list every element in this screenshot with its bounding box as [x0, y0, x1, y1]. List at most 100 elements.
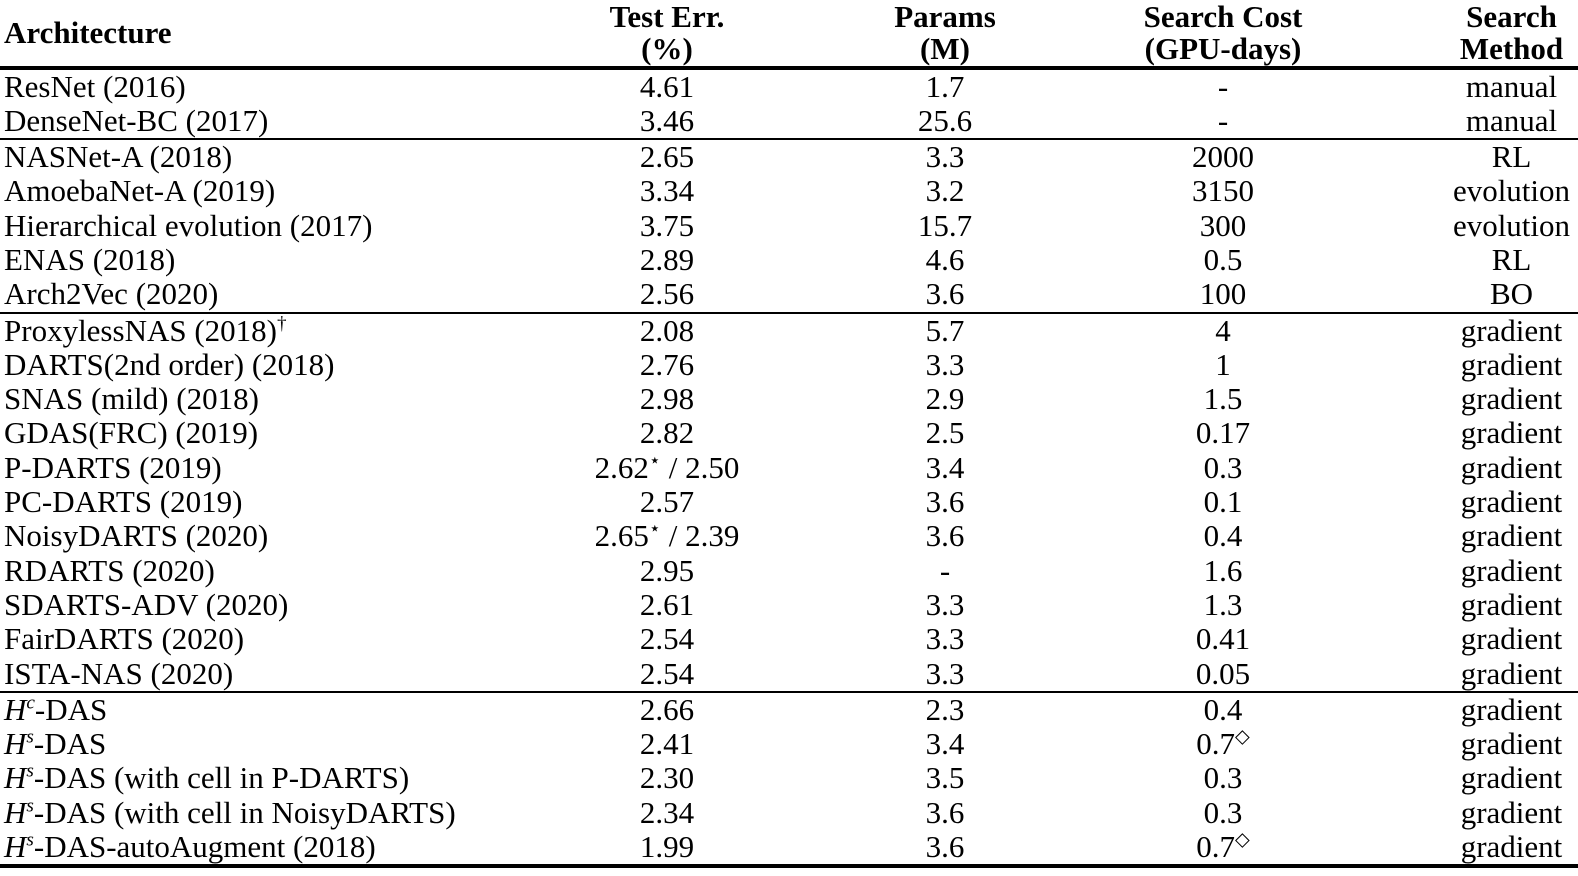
cell-search-method: gradient	[1460, 829, 1563, 865]
cell-search-cost: 0.05	[1195, 655, 1251, 691]
table-row: Hs-DAS-autoAugment (2018) 1.99 3.6 0.7◇ grad…	[0, 829, 1578, 865]
cell-params: 3.6	[925, 276, 965, 312]
header-test-err-label: Test Err.	[609, 0, 725, 34]
header-rule	[0, 66, 1578, 70]
cell-params: 3.3	[925, 621, 965, 657]
cell-search-method: RL	[1491, 139, 1532, 175]
header-architecture-label: Architecture	[4, 15, 172, 50]
cell-search-method: gradient	[1460, 726, 1563, 762]
table-row: DARTS(2nd order) (2018) 2.76 3.3 1 gradient	[0, 346, 1578, 382]
bottom-rule	[0, 864, 1578, 868]
cell-params: 3.6	[925, 518, 965, 554]
table-row: FairDARTS (2020) 2.54 3.3 0.41 gradient	[0, 621, 1578, 657]
cell-search-cost: 3150	[1192, 173, 1254, 209]
cell-params: 3.4	[925, 726, 965, 762]
cell-test-err: 2.56	[639, 276, 695, 312]
table-row: Hierarchical evolution (2017) 3.75 15.7 300…	[0, 207, 1578, 243]
cell-test-err: 2.34	[639, 794, 695, 830]
cell-architecture: Hc-DAS	[4, 691, 108, 727]
cell-test-err: 2.89	[639, 241, 695, 277]
cell-test-err: 2.57	[639, 484, 695, 520]
cell-architecture: NoisyDARTS (2020)	[4, 518, 269, 554]
table-row: SNAS (mild) (2018) 2.98 2.9 1.5 gradient	[0, 381, 1578, 417]
table-row: NASNet-A (2018) 2.65 3.3 2000 RL	[0, 139, 1578, 175]
cell-architecture: SNAS (mild) (2018)	[4, 381, 259, 417]
cell-search-method: BO	[1489, 276, 1534, 312]
cell-params: 5.7	[925, 312, 965, 348]
cell-params: 15.7	[917, 207, 973, 243]
cell-test-err: 2.82	[639, 415, 695, 451]
cell-search-cost: 4	[1215, 312, 1231, 348]
cell-architecture: GDAS(FRC) (2019)	[4, 415, 259, 451]
cell-search-cost: 0.7◇	[1196, 726, 1250, 762]
cell-params: 4.6	[925, 241, 965, 277]
cell-search-method: evolution	[1452, 173, 1571, 209]
table-row: ProxylessNAS (2018)† 2.08 5.7 4 gradient	[0, 312, 1578, 348]
cell-architecture: Hs-DAS (with cell in NoisyDARTS)	[4, 794, 456, 830]
cell-architecture: DenseNet-BC (2017)	[4, 102, 269, 138]
cell-architecture: PC-DARTS (2019)	[4, 484, 243, 520]
cell-search-method: manual	[1465, 68, 1558, 104]
header-params-label: Params	[894, 0, 996, 34]
header-params: Params (M)	[789, 0, 1101, 66]
cell-search-cost: 0.41	[1195, 621, 1251, 657]
cell-search-method: gradient	[1460, 760, 1563, 796]
table-row: Hc-DAS 2.66 2.3 0.4 gradient	[0, 691, 1578, 727]
table-row: Arch2Vec (2020) 2.56 3.6 100 BO	[0, 276, 1578, 312]
table-header: Architecture Test Err. (%) Params (M) Se…	[0, 0, 1578, 66]
cell-search-method: gradient	[1460, 794, 1563, 830]
cell-search-cost: 100	[1199, 276, 1247, 312]
cell-test-err: 1.99	[639, 829, 695, 865]
cell-search-method: gradient	[1460, 621, 1563, 657]
header-search-cost-sub: (GPU-days)	[1144, 31, 1302, 66]
cell-search-cost: 0.3	[1203, 794, 1243, 830]
cell-test-err: 2.76	[639, 346, 695, 382]
header-search-method-sub: Method	[1459, 31, 1564, 66]
cell-search-cost: 1.5	[1203, 381, 1243, 417]
cell-search-method: gradient	[1460, 518, 1563, 554]
table-row: NoisyDARTS (2020) 2.65⋆ / 2.39 3.6 0.4 gradi…	[0, 518, 1578, 554]
group-separator-rule	[0, 690, 1578, 693]
cell-architecture: SDARTS-ADV (2020)	[4, 586, 289, 622]
cell-search-cost: 1.6	[1203, 552, 1243, 588]
cell-search-method: gradient	[1460, 449, 1563, 485]
header-search-method-label: Search	[1466, 0, 1557, 34]
cell-params: 3.6	[925, 794, 965, 830]
cell-architecture: Hs-DAS (with cell in P-DARTS)	[4, 760, 410, 796]
table-row: GDAS(FRC) (2019) 2.82 2.5 0.17 gradient	[0, 415, 1578, 451]
cell-search-method: manual	[1465, 102, 1558, 138]
cell-params: 3.3	[925, 346, 965, 382]
cell-test-err: 3.34	[639, 173, 695, 209]
cell-params: 3.6	[925, 829, 965, 865]
table-row: PC-DARTS (2019) 2.57 3.6 0.1 gradient	[0, 484, 1578, 520]
table-row: Hs-DAS (with cell in NoisyDARTS) 2.34 3.6 0…	[0, 794, 1578, 830]
cell-params: 3.2	[925, 173, 965, 209]
cell-search-cost: 0.1	[1203, 484, 1243, 520]
cell-search-cost: -	[1217, 102, 1229, 138]
table-row: SDARTS-ADV (2020) 2.61 3.3 1.3 gradient	[0, 586, 1578, 622]
group-separator-rule	[0, 311, 1578, 314]
cell-architecture: ProxylessNAS (2018)†	[4, 312, 287, 348]
table-row: ENAS (2018) 2.89 4.6 0.5 RL	[0, 241, 1578, 277]
table-row: P-DARTS (2019) 2.62⋆ / 2.50 3.4 0.3 gradient	[0, 449, 1578, 485]
cell-test-err: 2.41	[639, 726, 695, 762]
cell-test-err: 4.61	[639, 68, 695, 104]
cell-search-method: gradient	[1460, 346, 1563, 382]
table-row: DenseNet-BC (2017) 3.46 25.6 - manual	[0, 102, 1578, 138]
table-row: Hs-DAS 2.41 3.4 0.7◇ gradient	[0, 726, 1578, 762]
cell-search-cost: 0.7◇	[1196, 829, 1250, 865]
header-search-cost: Search Cost (GPU-days)	[1101, 0, 1345, 66]
header-params-sub: (M)	[920, 31, 970, 66]
table-row: Hs-DAS (with cell in P-DARTS) 2.30 3.5 0.3 g…	[0, 760, 1578, 796]
cell-params: 3.4	[925, 449, 965, 485]
cell-test-err: 2.95	[639, 552, 695, 588]
cell-test-err: 2.61	[639, 586, 695, 622]
cell-search-cost: 0.4	[1203, 518, 1243, 554]
cell-params: 1.7	[925, 68, 965, 104]
cell-test-err: 2.54	[639, 655, 695, 691]
cell-params: 2.3	[925, 691, 965, 727]
cell-architecture: Hs-DAS-autoAugment (2018)	[4, 829, 376, 865]
cell-search-cost: 0.3	[1203, 449, 1243, 485]
cell-architecture: RDARTS (2020)	[4, 552, 215, 588]
